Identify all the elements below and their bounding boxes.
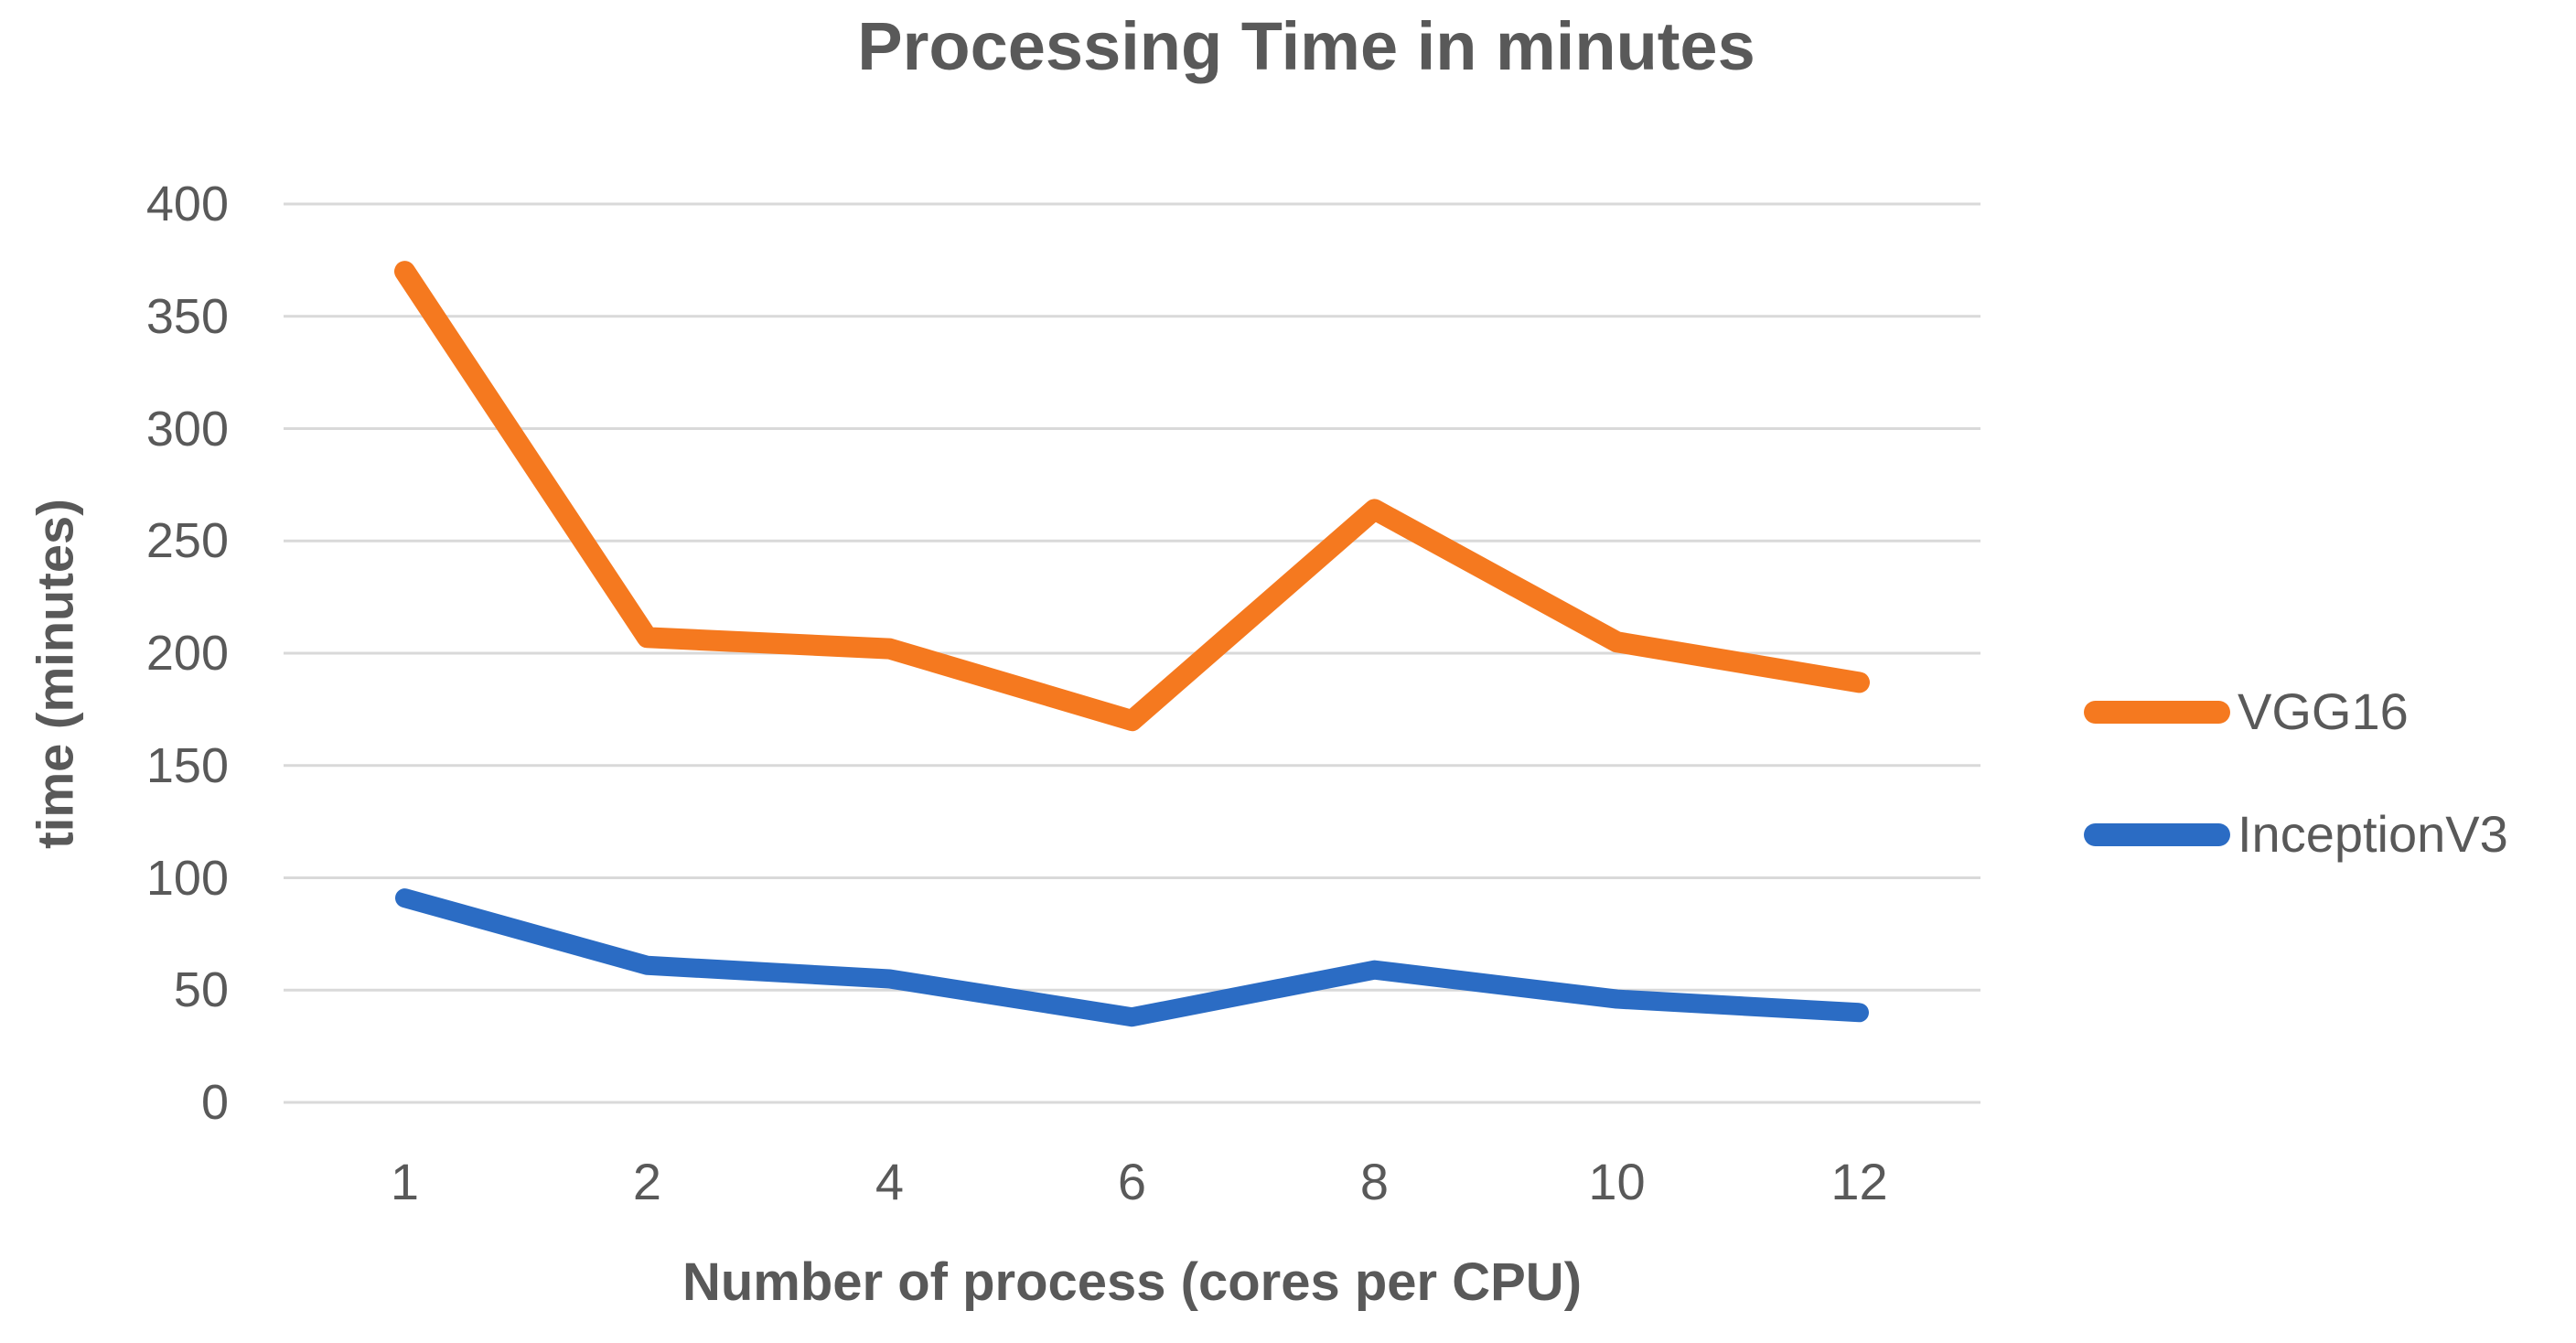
x-tick-label: 6 (1117, 1153, 1147, 1210)
y-tick-label: 100 (145, 850, 229, 906)
legend-label: InceptionV3 (2238, 805, 2508, 863)
legend-item-inceptionv3: InceptionV3 (2084, 801, 2508, 867)
x-axis-title: Number of process (cores per CPU) (682, 1252, 1583, 1312)
legend-line-swatch-icon (2084, 822, 2230, 846)
y-tick-label: 350 (145, 288, 229, 344)
x-tick-label: 1 (390, 1153, 420, 1210)
legend-item-vgg16: VGG16 (2084, 679, 2508, 745)
y-tick-label: 400 (145, 177, 229, 231)
series-line-inceptionv3 (395, 888, 1869, 1027)
y-tick-label: 200 (145, 626, 229, 681)
x-tick-label: 4 (875, 1153, 905, 1210)
x-tick-label: 12 (1830, 1153, 1888, 1210)
legend: VGG16 InceptionV3 (2084, 679, 2508, 867)
x-tick-label: 8 (1359, 1153, 1390, 1210)
legend-label: VGG16 (2238, 682, 2409, 740)
chart-title: Processing Time in minutes (857, 8, 1755, 84)
y-tick-label: 0 (200, 1075, 229, 1130)
legend-line-swatch-icon (2084, 700, 2230, 724)
y-tick-label: 50 (173, 962, 229, 1018)
y-tick-label: 300 (145, 401, 229, 457)
series-line-vgg16 (394, 261, 1870, 732)
x-tick-label: 10 (1588, 1153, 1646, 1210)
y-tick-label: 250 (145, 513, 229, 569)
y-tick-label: 150 (145, 737, 229, 793)
x-tick-label: 2 (632, 1153, 662, 1210)
